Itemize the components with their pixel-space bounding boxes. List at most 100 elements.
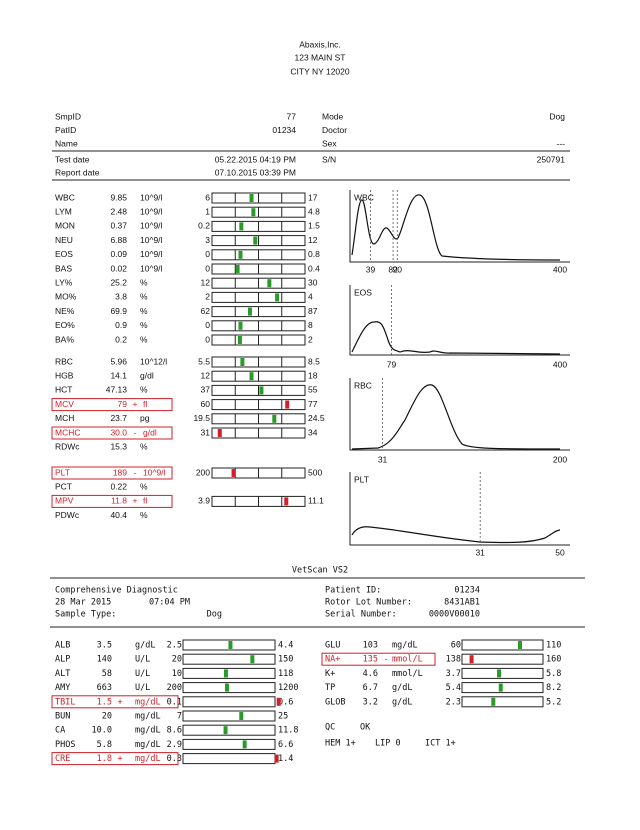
unit: 10^12/l [140,356,167,366]
unit: 10^9/l [140,249,163,259]
low-limit: 200 [167,683,182,693]
range-marker [491,697,496,706]
field-value: Dog [549,111,565,121]
analyte: HGB [55,370,74,380]
value: 10.0 [92,726,112,736]
analyte: PLT [55,467,70,477]
low-limit: 3 [205,235,210,245]
range-marker [240,358,245,366]
flag-box [321,652,436,666]
analyte: TP [325,683,335,693]
value: 25.2 [110,277,127,287]
analyte: WBC [55,192,75,202]
low-limit: 6 [205,192,210,202]
high-limit: 17 [308,192,318,202]
unit: U/L [135,655,150,665]
high-limit: 0.8 [308,249,320,259]
street: 123 MAIN ST [294,52,345,62]
value: 5.8 [97,740,112,750]
id-label: Patient ID: [325,586,381,596]
high-limit: 150 [278,655,293,665]
flag: - [134,467,137,477]
low-limit: 0 [205,334,210,344]
id-value: 8431AB1 [444,598,480,608]
range-box [461,653,544,665]
analyte: MCV [55,399,74,409]
unit: pg [140,413,150,423]
field-label: Mode [322,111,344,121]
range-marker [224,683,229,692]
unit: % [140,385,148,395]
high-limit: 24.5 [308,413,325,423]
flag-box [51,466,173,480]
flag-box [51,752,179,766]
qc-label: QC [325,723,335,733]
low-limit: 2.5 [167,641,182,651]
unit: fl [143,496,147,506]
low-limit: 10 [172,669,182,679]
field-label: Doctor [322,125,347,135]
unit: 10^9/l [140,206,163,216]
analyte: MCHC [55,427,81,437]
histogram-tick: 79 [387,359,397,369]
low-limit: 200 [196,467,210,477]
analyte: NE% [55,306,75,316]
histogram-frame [349,190,570,263]
unit: % [140,292,148,302]
range-marker [517,641,522,649]
low-limit: 60 [201,399,211,409]
low-limit: 8.6 [167,726,182,736]
flag: - [383,655,388,665]
range-marker [498,683,503,692]
low-limit: 3.7 [446,669,461,679]
histogram-label: RBC [354,380,372,390]
value: 47.13 [106,385,128,395]
value: 20 [102,712,112,722]
histogram-label: WBC [354,192,374,202]
chem-title: VetScan VS2 [292,566,348,576]
analyte: NEU [55,235,73,245]
unit: % [140,441,148,451]
range-box [461,639,544,651]
serial-label: S/N [322,154,336,164]
unit: g/dL [392,697,412,707]
unit: g/dL [135,641,155,651]
high-limit: 77 [308,399,318,409]
unit: 10^9/l [140,192,163,202]
range-marker [223,726,228,735]
field-value: 01234 [272,125,296,135]
high-limit: 4.4 [278,641,293,651]
low-limit: 62 [201,306,211,316]
unit: fl [143,399,147,409]
field-label: SmpID [55,111,81,121]
analyte: EO% [55,320,75,330]
range-marker [231,469,236,477]
unit: g/dl [140,370,154,380]
histogram-tick: 90 [393,264,403,274]
low-limit: 2.3 [446,697,461,707]
eos-curve [351,321,561,355]
analyte: K+ [325,669,335,679]
id-label: Rotor Lot Number: [325,598,412,608]
range-marker [249,372,254,381]
low-limit: 5.5 [198,356,210,366]
high-limit: 1.4 [278,754,293,764]
high-limit: 55 [308,385,318,395]
flag-box [51,695,179,709]
high-limit: 2 [308,334,313,344]
value: 11.8 [111,496,127,506]
analyte: BA% [55,334,74,344]
low-limit: 138 [446,655,461,665]
range-marker [259,386,264,395]
high-limit: 18 [308,370,318,380]
analyte: AMY [55,683,70,693]
unit: % [140,306,148,316]
range-marker [239,222,244,231]
unit: mg/dL [135,697,161,707]
analyte: GLU [325,641,340,651]
range-box [461,682,544,694]
value: 0.37 [110,221,127,231]
low-limit: 3.9 [198,496,210,506]
high-limit: 500 [308,467,322,477]
